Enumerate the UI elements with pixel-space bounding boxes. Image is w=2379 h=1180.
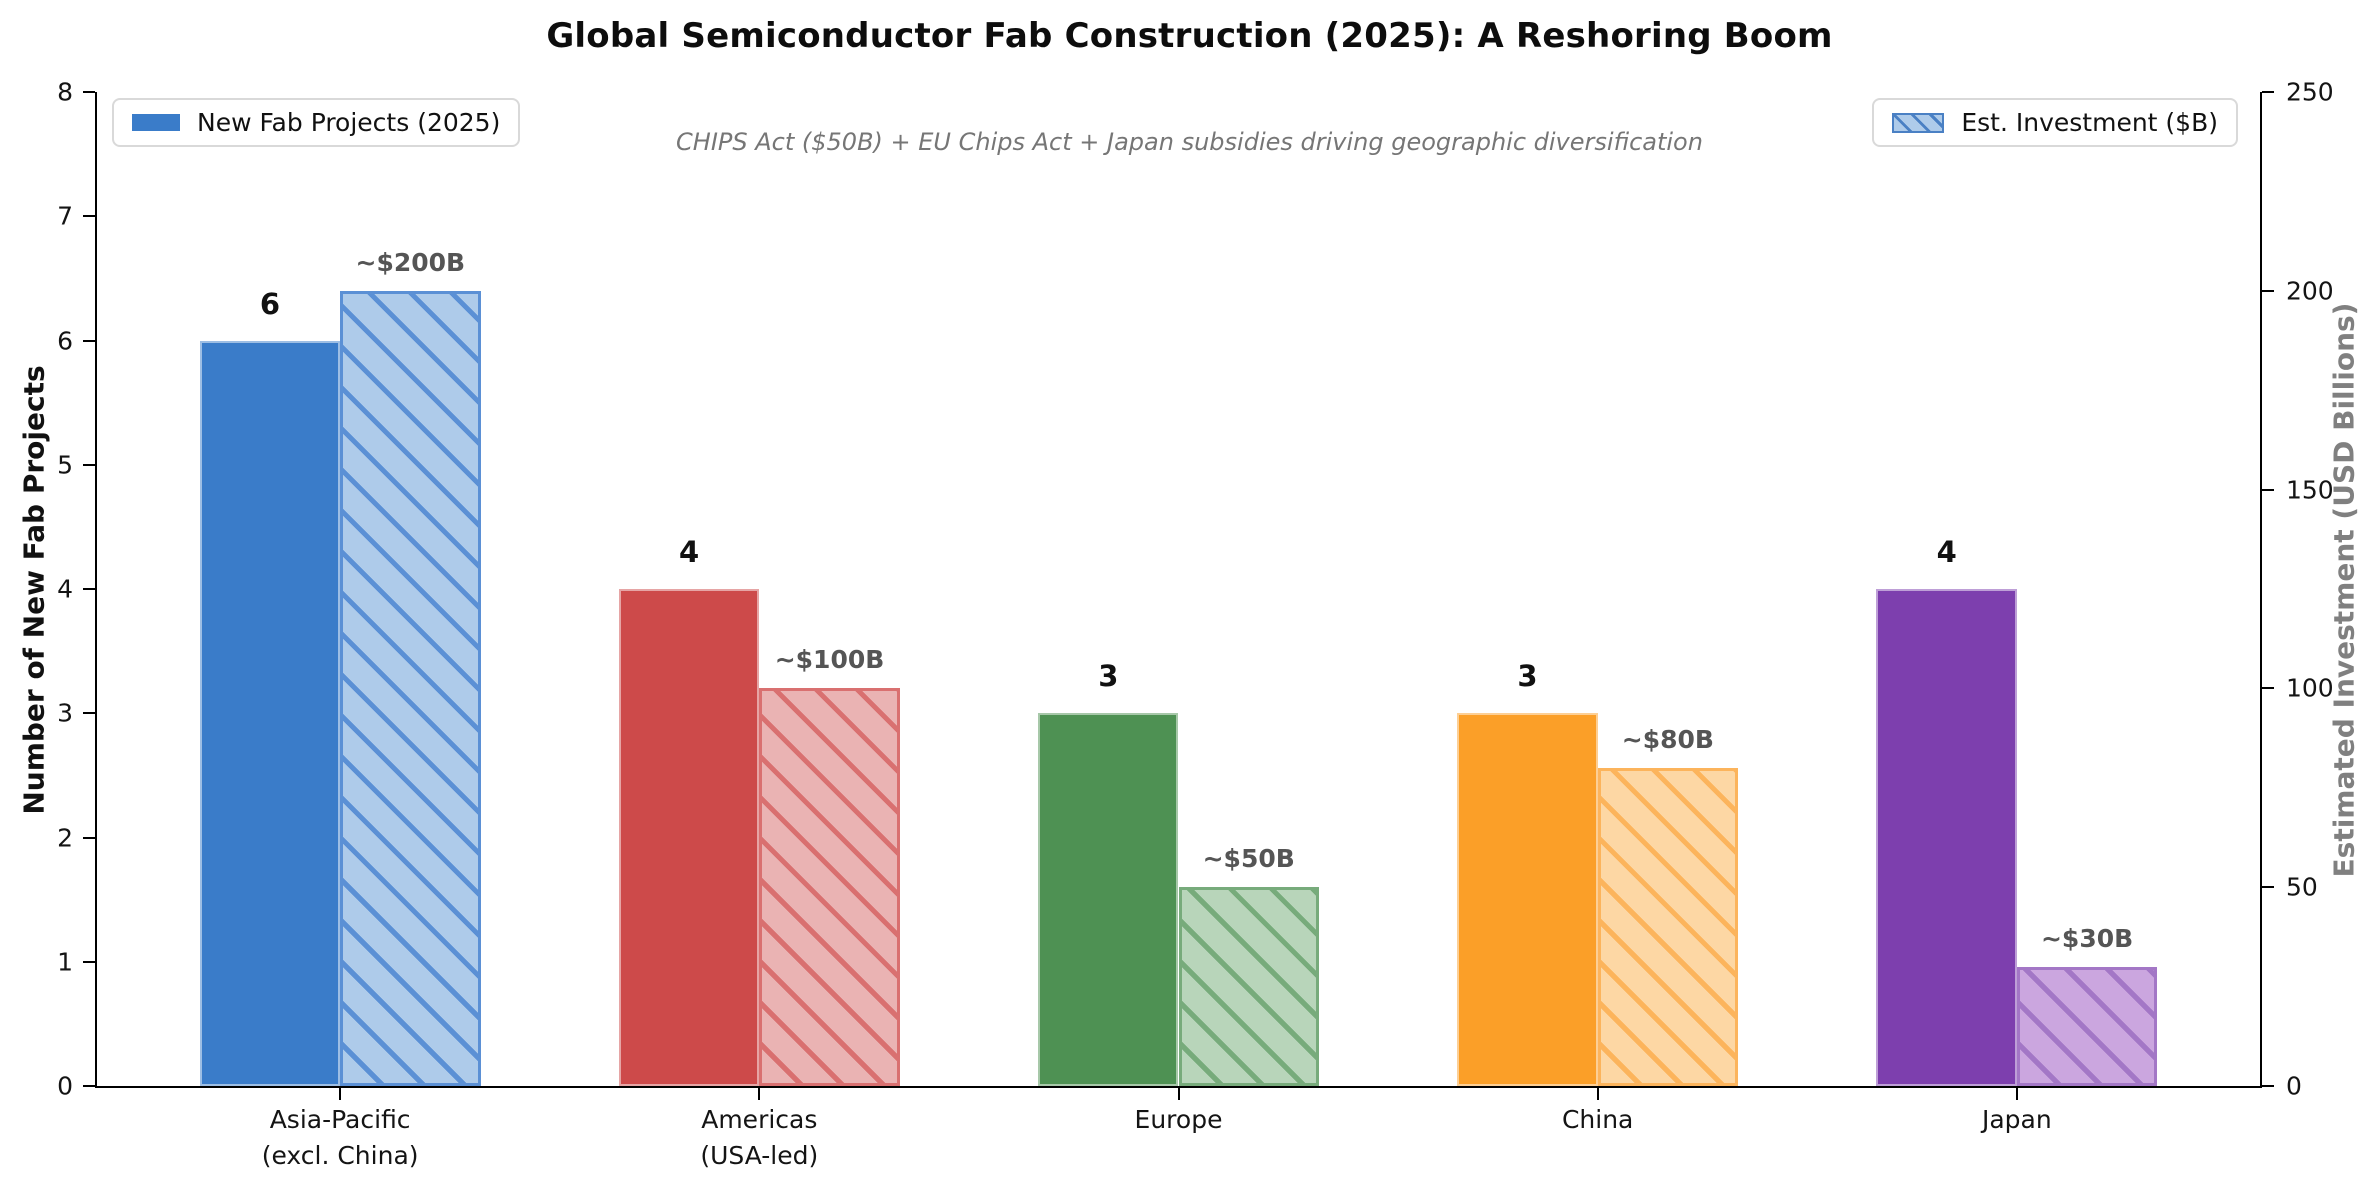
x-axis-tick <box>339 1088 342 1100</box>
legend-right-label: Est. Investment ($B) <box>1961 108 2218 137</box>
bar-investment-0 <box>340 290 481 1086</box>
bar-investment-4 <box>2016 966 2158 1086</box>
right-axis-tick <box>2262 91 2274 93</box>
x-axis-tick <box>1596 1088 1599 1100</box>
bar-investment-2 <box>1178 887 1319 1086</box>
right-axis-tick <box>2262 289 2274 292</box>
right-axis-tick <box>2262 488 2274 491</box>
legend-hatch-swatch-icon <box>1892 112 1945 133</box>
chart-subtitle: CHIPS Act ($50B) + EU Chips Act + Japan … <box>676 128 1703 156</box>
right-y-axis-label: Estimated Investment (USD Billions) <box>2327 302 2361 878</box>
right-axis-tick-label: 200 <box>2286 276 2334 306</box>
bar-projects-value-label: 4 <box>679 535 700 569</box>
left-axis-tick <box>83 215 95 218</box>
left-axis-tick-label: 4 <box>57 574 73 604</box>
left-axis-tick <box>83 339 95 342</box>
left-axis-tick-label: 7 <box>57 201 73 231</box>
left-axis-tick-label: 5 <box>57 450 73 480</box>
left-axis-tick <box>83 712 95 715</box>
right-axis-tick-label: 150 <box>2286 475 2334 505</box>
bar-projects-value-label: 3 <box>1517 659 1538 694</box>
legend-est-investment: Est. Investment ($B) <box>1872 98 2238 147</box>
chart-title: Global Semiconductor Fab Construction (2… <box>546 16 1833 56</box>
left-axis-tick-label: 8 <box>57 77 73 107</box>
legend-left-label: New Fab Projects (2025) <box>197 108 501 137</box>
legend-new-fab-projects: New Fab Projects (2025) <box>112 98 521 147</box>
x-axis-category-label: China <box>1561 1105 1634 1134</box>
x-axis-category-label: Asia-Pacific (excl. China) <box>261 1105 419 1171</box>
bar-investment-value-label: ~$100B <box>774 645 885 675</box>
x-axis-category-label: Europe <box>1134 1105 1223 1134</box>
bar-projects-4 <box>1876 589 2017 1086</box>
right-axis-tick-label: 0 <box>2286 1071 2302 1101</box>
x-axis-tick <box>758 1088 761 1100</box>
left-axis-tick <box>83 463 95 466</box>
bar-projects-2 <box>1038 713 1179 1086</box>
bar-investment-value-label: ~$50B <box>1202 844 1295 874</box>
right-axis-tick-label: 250 <box>2286 77 2334 107</box>
left-axis-tick <box>83 960 95 963</box>
left-axis-tick <box>83 588 95 590</box>
bar-investment-value-label: ~$30B <box>2040 923 2134 953</box>
left-axis-tick-label: 2 <box>57 823 73 852</box>
right-axis-tick-label: 100 <box>2286 673 2334 703</box>
left-axis-tick <box>83 1085 95 1087</box>
bar-projects-0 <box>199 340 341 1086</box>
bar-investment-value-label: ~$80B <box>1621 724 1714 754</box>
bar-investment-value-label: ~$200B <box>355 247 466 277</box>
bar-projects-value-label: 3 <box>1098 659 1119 694</box>
bar-projects-1 <box>618 589 760 1086</box>
left-axis-tick <box>83 836 95 839</box>
left-axis-tick-label: 0 <box>57 1071 73 1101</box>
bar-projects-value-label: 4 <box>1936 535 1957 569</box>
x-axis-category-label: Japan <box>1981 1105 2052 1134</box>
right-axis-tick-label: 50 <box>2286 872 2318 902</box>
right-axis-tick <box>2262 687 2274 690</box>
legend-solid-swatch-icon <box>132 114 180 131</box>
left-axis-tick-label: 6 <box>57 326 73 355</box>
bar-projects-value-label: 6 <box>259 286 280 321</box>
left-axis-tick <box>83 91 95 93</box>
left-y-axis-label: Number of New Fab Projects <box>17 365 51 815</box>
bar-investment-1 <box>759 688 900 1086</box>
x-axis-tick <box>2015 1088 2018 1100</box>
bar-investment-3 <box>1597 767 1739 1086</box>
right-axis-tick <box>2262 1085 2274 1087</box>
x-axis-tick <box>1177 1088 1180 1100</box>
bar-projects-3 <box>1457 713 1598 1086</box>
right-axis-tick <box>2262 886 2274 889</box>
plot-area: 0 1 2 3 4 5 6 7 8 0 50 100 150 200 250 Asia-Pacific (ex… <box>57 78 2334 1171</box>
left-axis-tick-label: 3 <box>57 698 73 728</box>
x-axis-category-label: Americas (USA-led) <box>700 1105 819 1171</box>
left-axis-tick-label: 1 <box>57 947 73 977</box>
